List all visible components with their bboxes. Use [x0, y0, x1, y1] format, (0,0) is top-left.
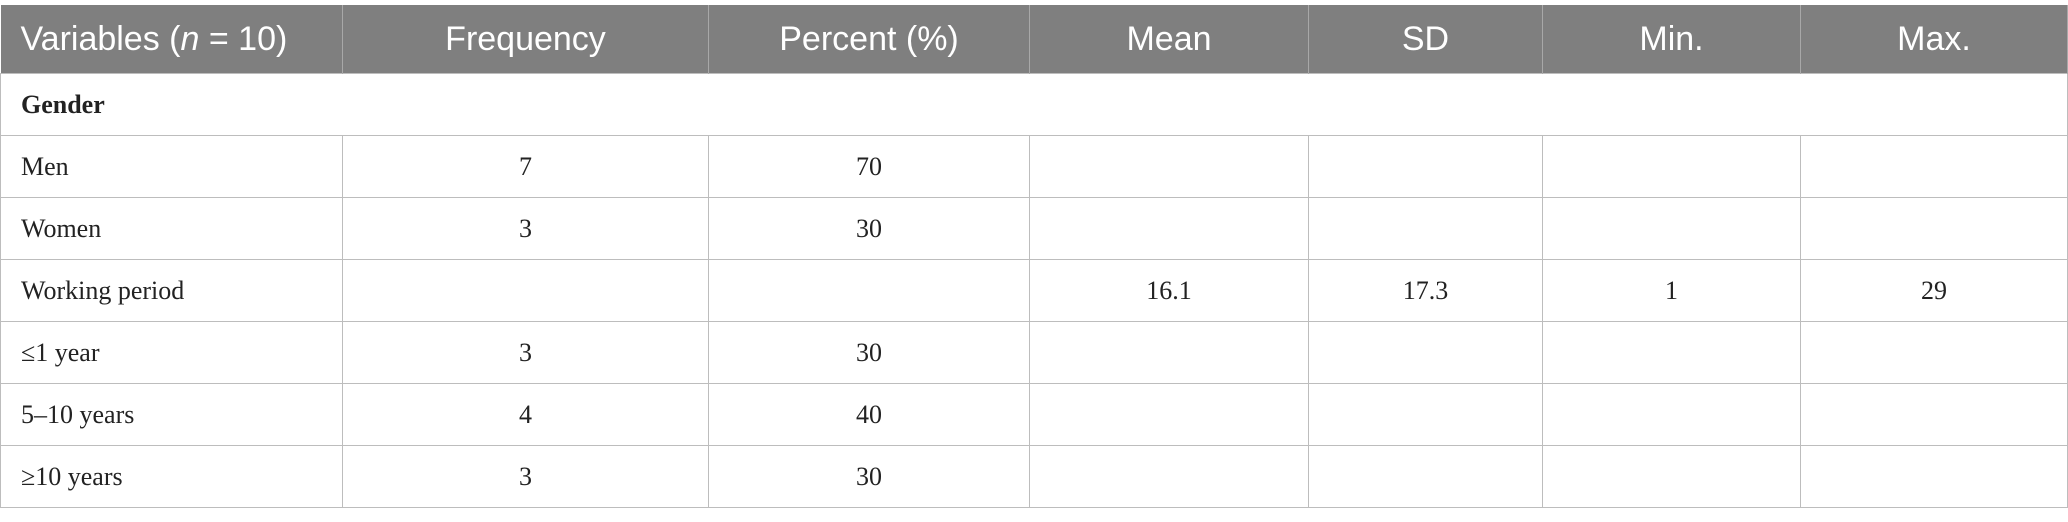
empty-cell — [342, 259, 709, 322]
empty-cell — [1029, 321, 1309, 384]
table-row: Women 3 30 — [0, 197, 2068, 260]
header-italic: n — [180, 19, 200, 58]
data-table: Variables (n = 10) Frequency Percent (%) Me… — [0, 5, 2068, 508]
cell: 30 — [708, 445, 1030, 508]
empty-cell — [1800, 383, 2068, 446]
table-row: ≤1 year 3 30 — [0, 321, 2068, 384]
cell: 17.3 — [1308, 259, 1543, 322]
empty-cell — [1542, 135, 1801, 198]
empty-cell — [1542, 321, 1801, 384]
empty-cell — [1800, 321, 2068, 384]
empty-cell — [1308, 135, 1543, 198]
table-row: Working period 16.1 17.3 1 29 — [0, 259, 2068, 322]
empty-cell — [1800, 197, 2068, 260]
empty-cell — [1308, 197, 1543, 260]
empty-cell — [1542, 445, 1801, 508]
row-label: Men — [0, 135, 343, 198]
header-text: = 10) — [199, 19, 288, 58]
row-label: Working period — [0, 259, 343, 322]
row-label: 5–10 years — [0, 383, 343, 446]
column-header: SD — [1308, 5, 1543, 74]
section-label: Gender — [0, 73, 2068, 136]
column-header: Min. — [1542, 5, 1801, 74]
empty-cell — [708, 259, 1030, 322]
row-label: ≤1 year — [0, 321, 343, 384]
cell: 3 — [342, 321, 709, 384]
cell: 4 — [342, 383, 709, 446]
table-row: 5–10 years 4 40 — [0, 383, 2068, 446]
empty-cell — [1029, 383, 1309, 446]
cell: 3 — [342, 197, 709, 260]
column-header: Percent (%) — [708, 5, 1030, 74]
column-header: Frequency — [342, 5, 709, 74]
header-text: Variables ( — [20, 19, 181, 58]
column-header: Mean — [1029, 5, 1309, 74]
empty-cell — [1800, 445, 2068, 508]
column-header: Variables (n = 10) — [0, 5, 343, 74]
cell: 16.1 — [1029, 259, 1309, 322]
empty-cell — [1308, 321, 1543, 384]
row-label: Women — [0, 197, 343, 260]
cell: 3 — [342, 445, 709, 508]
empty-cell — [1029, 197, 1309, 260]
cell: 30 — [708, 197, 1030, 260]
empty-cell — [1542, 383, 1801, 446]
page: Variables (n = 10) Frequency Percent (%) Me… — [0, 5, 2068, 522]
empty-cell — [1542, 197, 1801, 260]
table-row: Gender — [0, 73, 2068, 136]
empty-cell — [1029, 445, 1309, 508]
cell: 30 — [708, 321, 1030, 384]
cell: 1 — [1542, 259, 1801, 322]
table-row: ≥10 years 3 30 — [0, 445, 2068, 508]
table-row: Men 7 70 — [0, 135, 2068, 198]
column-header: Max. — [1800, 5, 2068, 74]
cell: 70 — [708, 135, 1030, 198]
cell: 40 — [708, 383, 1030, 446]
cell: 29 — [1800, 259, 2068, 322]
empty-cell — [1029, 135, 1309, 198]
cell: 7 — [342, 135, 709, 198]
empty-cell — [1308, 445, 1543, 508]
row-label: ≥10 years — [0, 445, 343, 508]
empty-cell — [1800, 135, 2068, 198]
empty-cell — [1308, 383, 1543, 446]
table-body: Gender Men 7 70 Women 3 30 Working period 16.1 17… — [0, 73, 2068, 508]
header-row: Variables (n = 10) Frequency Percent (%) Me… — [0, 5, 2068, 74]
